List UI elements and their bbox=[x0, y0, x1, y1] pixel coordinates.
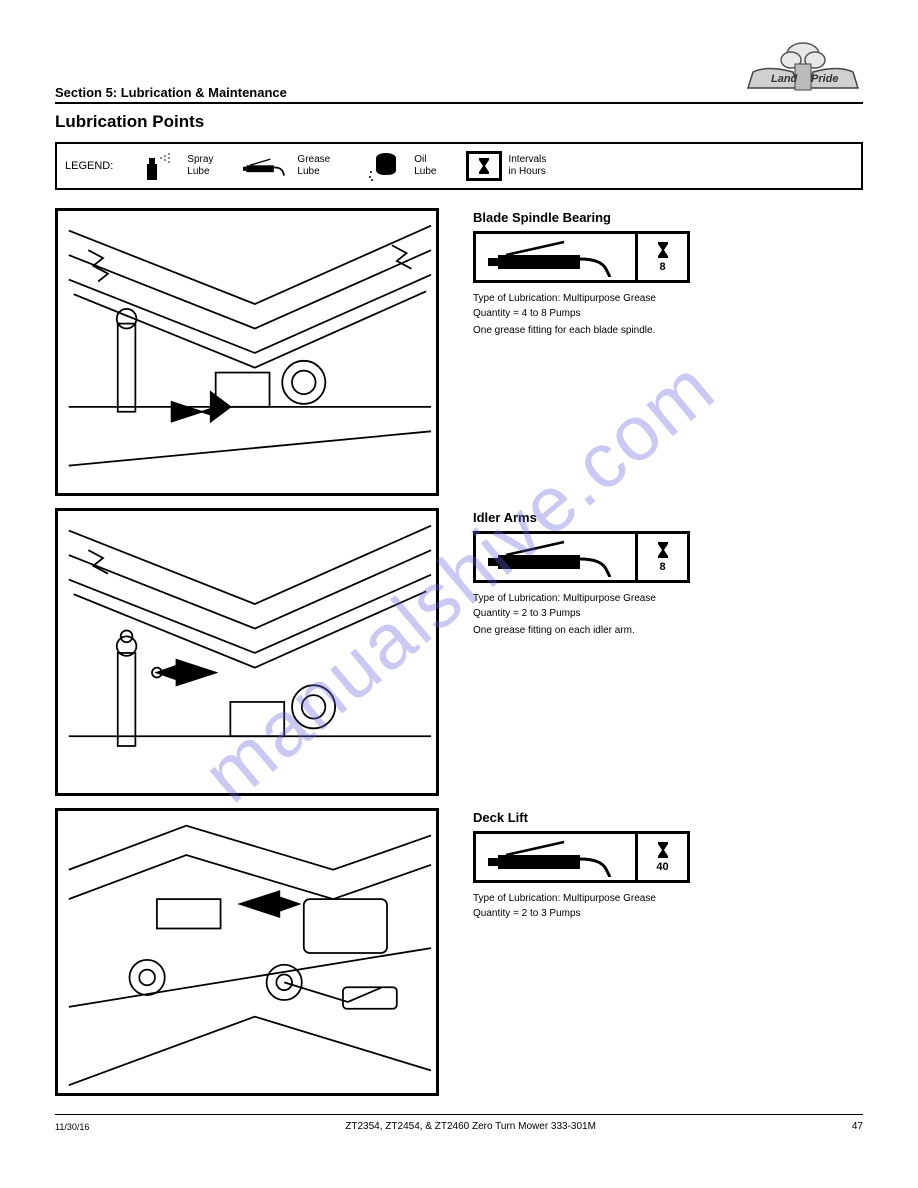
interval-num-2: 8 bbox=[659, 561, 665, 573]
lube-qty-1: Quantity = 4 to 8 Pumps bbox=[473, 306, 863, 321]
spray-icon bbox=[133, 148, 181, 184]
lube-box-1: 8 bbox=[473, 231, 863, 283]
lube-row-3: Deck Lift 40 Type of Lubrication: Multip… bbox=[55, 808, 863, 1096]
logo-container: Land Pride bbox=[743, 40, 863, 100]
grease-gun-icon bbox=[243, 148, 291, 184]
lube-type-1: Type of Lubrication: Multipurpose Grease bbox=[473, 291, 863, 306]
hourglass-icon bbox=[478, 157, 490, 175]
land-pride-logo: Land Pride bbox=[743, 40, 863, 95]
grease-icon-box-1 bbox=[473, 231, 638, 283]
figure-blade-spindle bbox=[55, 208, 439, 496]
legend-spray-text: Spray Lube bbox=[187, 154, 213, 178]
grease-icon-box-2 bbox=[473, 531, 638, 583]
lube-note-1: One grease fitting for each blade spindl… bbox=[473, 323, 863, 338]
lube-note-2: One grease fitting on each idler arm. bbox=[473, 623, 863, 638]
footer-date: 11/30/16 bbox=[55, 1122, 89, 1132]
figure-idler-arms bbox=[55, 508, 439, 796]
footer-page: 47 bbox=[852, 1121, 863, 1132]
legend-interval: Intervals in Hours bbox=[466, 151, 546, 181]
svg-text:Land: Land bbox=[771, 73, 798, 85]
lube-row-2: Idler Arms 8 Type of Lubrication: Multip… bbox=[55, 508, 863, 796]
page-footer: 11/30/16 ZT2354, ZT2454, & ZT2460 Zero T… bbox=[55, 1114, 863, 1132]
lube-qty-3: Quantity = 2 to 3 Pumps bbox=[473, 906, 863, 921]
lube-qty-2: Quantity = 2 to 3 Pumps bbox=[473, 606, 863, 621]
lube-type-2: Type of Lubrication: Multipurpose Grease bbox=[473, 591, 863, 606]
section-title: Lubrication Points bbox=[55, 112, 863, 132]
interval-num-1: 8 bbox=[659, 261, 665, 273]
page-header: Section 5: Lubrication & Maintenance Lan… bbox=[55, 40, 863, 104]
legend-grease: Grease Lube bbox=[243, 148, 330, 184]
item-title-2: Idler Arms bbox=[473, 510, 863, 525]
interval-box-1: 8 bbox=[638, 231, 690, 283]
figure-deck-lift bbox=[55, 808, 439, 1096]
lube-box-3: 40 bbox=[473, 831, 863, 883]
legend-label: LEGEND: bbox=[65, 160, 113, 172]
legend-grease-text: Grease Lube bbox=[297, 154, 330, 178]
oil-icon bbox=[360, 148, 408, 184]
footer-model: ZT2354, ZT2454, & ZT2460 Zero Turn Mower… bbox=[89, 1121, 852, 1132]
svg-text:Pride: Pride bbox=[811, 73, 839, 85]
item-title-1: Blade Spindle Bearing bbox=[473, 210, 863, 225]
interval-box-2: 8 bbox=[638, 531, 690, 583]
section-label: Section 5: Lubrication & Maintenance bbox=[55, 85, 287, 100]
legend-oil: Oil Lube bbox=[360, 148, 436, 184]
legend-oil-text: Oil Lube bbox=[414, 154, 436, 178]
interval-box-3: 40 bbox=[638, 831, 690, 883]
lube-row-1: Blade Spindle Bearing 8 Type of Lubricat… bbox=[55, 208, 863, 496]
lube-type-3: Type of Lubrication: Multipurpose Grease bbox=[473, 891, 863, 906]
legend-interval-text: Intervals in Hours bbox=[508, 154, 546, 178]
item-title-3: Deck Lift bbox=[473, 810, 863, 825]
grease-icon-box-3 bbox=[473, 831, 638, 883]
interval-num-3: 40 bbox=[656, 861, 668, 873]
interval-box-icon bbox=[466, 151, 502, 181]
legend-spray: Spray Lube bbox=[133, 148, 213, 184]
lube-box-2: 8 bbox=[473, 531, 863, 583]
legend-box: LEGEND: Spray Lube Grease bbox=[55, 142, 863, 190]
